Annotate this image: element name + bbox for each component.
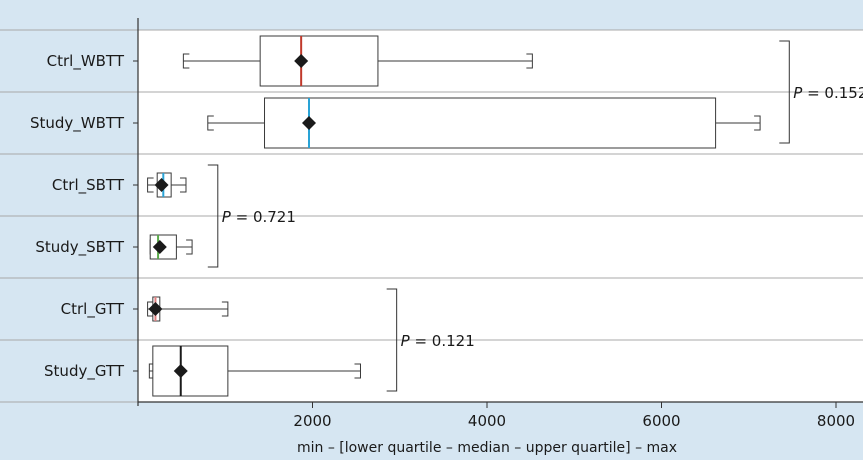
p-value-annotation: P = 0.121 bbox=[386, 288, 475, 392]
p-value-text: = 0.152 bbox=[802, 84, 863, 102]
axes bbox=[133, 18, 863, 406]
whisker-cap-min bbox=[147, 177, 154, 193]
category-label: Study_WBTT bbox=[30, 114, 125, 133]
p-value-label: P = 0.121 bbox=[401, 332, 475, 350]
box-iqr bbox=[264, 97, 717, 149]
mean-diamond-marker bbox=[173, 364, 188, 378]
mean-diamond-marker bbox=[154, 178, 169, 192]
whisker-cap-max bbox=[754, 115, 761, 131]
whisker-cap-min bbox=[207, 115, 214, 131]
box-group bbox=[207, 97, 761, 149]
whisker-cap-max bbox=[221, 301, 229, 317]
whisker-cap-max bbox=[179, 177, 187, 193]
box-group bbox=[149, 234, 193, 260]
p-value-annotation: P = 0.721 bbox=[207, 164, 296, 268]
mean-diamond-marker bbox=[294, 54, 309, 68]
box-group bbox=[147, 172, 187, 198]
x-tick-label: 6000 bbox=[642, 412, 680, 430]
mean-diamond-marker bbox=[302, 116, 317, 130]
x-tick-labels: 2000 4000 6000 8000 bbox=[293, 402, 855, 430]
category-label: Study_SBTT bbox=[35, 238, 125, 257]
mean-diamond-marker bbox=[148, 302, 163, 316]
p-value-text: = 0.721 bbox=[231, 208, 296, 226]
significance-bracket bbox=[386, 288, 398, 392]
mean-diamond-marker bbox=[152, 240, 167, 254]
category-label: Ctrl_SBTT bbox=[52, 176, 125, 195]
box-group bbox=[147, 296, 229, 322]
category-labels: Ctrl_WBTT Study_WBTT Ctrl_SBTT Study_SBTT Ct… bbox=[30, 52, 125, 381]
x-tick-label: 4000 bbox=[468, 412, 506, 430]
box-iqr bbox=[152, 345, 229, 397]
significance-bracket bbox=[779, 40, 790, 144]
p-value-symbol: P bbox=[222, 208, 232, 226]
whisker-cap-max bbox=[186, 239, 193, 255]
category-label: Ctrl_WBTT bbox=[47, 52, 125, 71]
whisker-cap-max bbox=[354, 363, 361, 379]
p-value-symbol: P bbox=[793, 84, 803, 102]
x-tick-label: 2000 bbox=[293, 412, 331, 430]
box-group bbox=[148, 345, 361, 397]
whisker-cap-min bbox=[182, 53, 190, 69]
x-axis-label: min – [lower quartile – median – upper q… bbox=[297, 440, 677, 456]
box-iqr bbox=[259, 35, 379, 87]
box-series bbox=[147, 35, 761, 397]
x-tick-label: 8000 bbox=[817, 412, 855, 430]
category-label: Study_GTT bbox=[44, 362, 125, 381]
p-value-symbol: P bbox=[401, 332, 411, 350]
p-value-annotation: P = 0.152 bbox=[779, 40, 863, 144]
significance-bracket bbox=[207, 164, 219, 268]
whisker-cap-max bbox=[526, 53, 533, 69]
category-label: Ctrl_GTT bbox=[61, 300, 125, 319]
p-value-text: = 0.121 bbox=[410, 332, 475, 350]
whisker-cap-min bbox=[147, 301, 154, 317]
box-group bbox=[182, 35, 533, 87]
p-value-label: P = 0.721 bbox=[222, 208, 296, 226]
p-value-label: P = 0.152 bbox=[793, 84, 863, 102]
